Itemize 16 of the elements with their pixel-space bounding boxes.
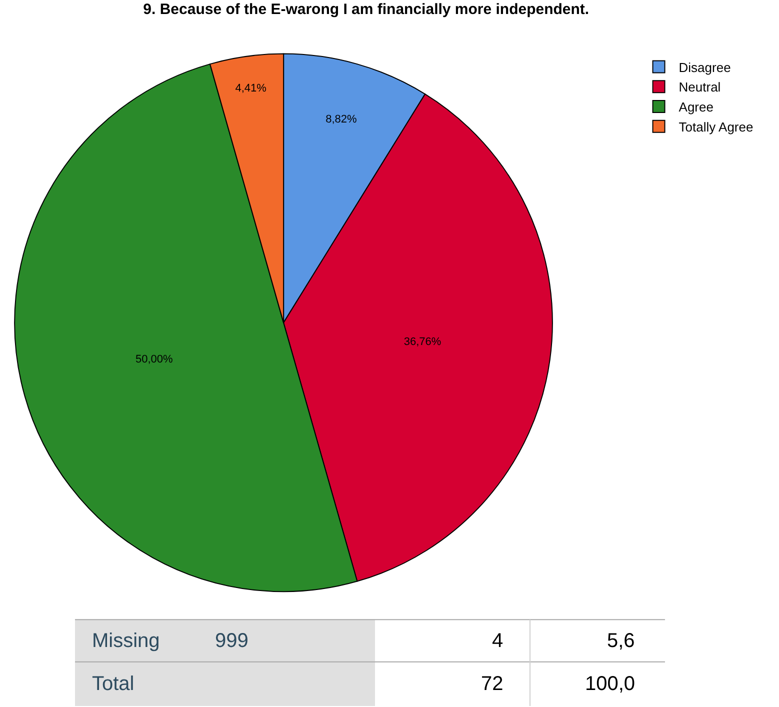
- text: 999: [215, 630, 248, 652]
- text: 100,0: [585, 673, 636, 695]
- chart-title: 9. Because of the E-warong I am financially more independent.: [143, 1, 590, 18]
- legend-label: Neutral: [678, 80, 721, 95]
- legend-label: Disagree: [678, 60, 731, 75]
- legend-label: Agree: [678, 100, 714, 115]
- text: 4: [492, 630, 504, 652]
- data-label: 36,76%: [404, 336, 442, 348]
- data-label: 50,00%: [135, 353, 174, 366]
- text: Missing: [92, 630, 160, 652]
- data-label: 8,82%: [326, 114, 358, 126]
- legend-label: Totally Agree: [678, 119, 754, 134]
- text: 72: [481, 673, 504, 695]
- text: Total: [92, 673, 134, 695]
- data-label: 4,41%: [235, 82, 267, 95]
- text: 5,6: [607, 630, 635, 652]
